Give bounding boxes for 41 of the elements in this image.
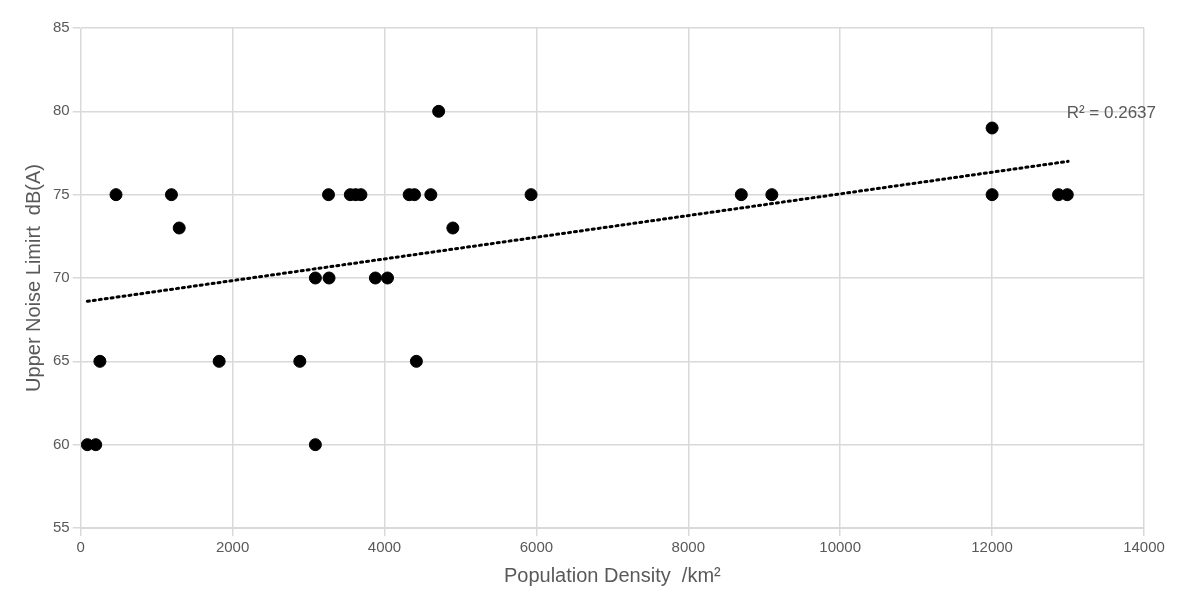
point: [424, 188, 438, 202]
x-tick-label: 0: [76, 538, 85, 556]
point: [308, 271, 322, 285]
point: [322, 271, 336, 285]
point: [985, 188, 999, 202]
point: [172, 221, 186, 235]
x-tick-label: 6000: [519, 538, 554, 556]
point: [734, 188, 748, 202]
x-tick-label: 10000: [819, 538, 862, 556]
annotation: R² = 0.2637: [1066, 103, 1156, 122]
y-tick-label: 75: [53, 184, 70, 202]
point: [446, 221, 460, 235]
x-tick-label: 4000: [367, 538, 402, 556]
y-tick-label: 85: [53, 18, 70, 36]
x-tick-label: 2000: [215, 538, 250, 556]
x-axis-title: Population Density /km²: [503, 563, 722, 586]
x-tick-label: 14000: [1123, 538, 1165, 556]
x-tick-label: 12000: [971, 538, 1013, 556]
point: [164, 188, 178, 202]
y-tick-label: 80: [53, 101, 70, 119]
point: [308, 438, 322, 452]
point: [293, 354, 307, 368]
point: [765, 188, 779, 202]
point: [381, 271, 395, 285]
point: [89, 438, 103, 452]
point: [985, 121, 999, 135]
point: [1060, 188, 1074, 202]
y-axis-title: Upper Noise Limirt dB(A): [21, 164, 44, 392]
point: [109, 188, 123, 202]
y-tick-label: 60: [53, 434, 70, 452]
point: [93, 354, 107, 368]
point: [368, 271, 382, 285]
x-tick-label: 8000: [671, 538, 705, 556]
y-tick-label: 65: [53, 351, 70, 369]
point: [409, 354, 423, 368]
point: [322, 188, 336, 202]
point: [212, 354, 226, 368]
point: [432, 104, 446, 118]
point: [524, 188, 538, 202]
y-tick-label: 55: [53, 518, 70, 536]
y-tick-label: 70: [53, 268, 70, 286]
